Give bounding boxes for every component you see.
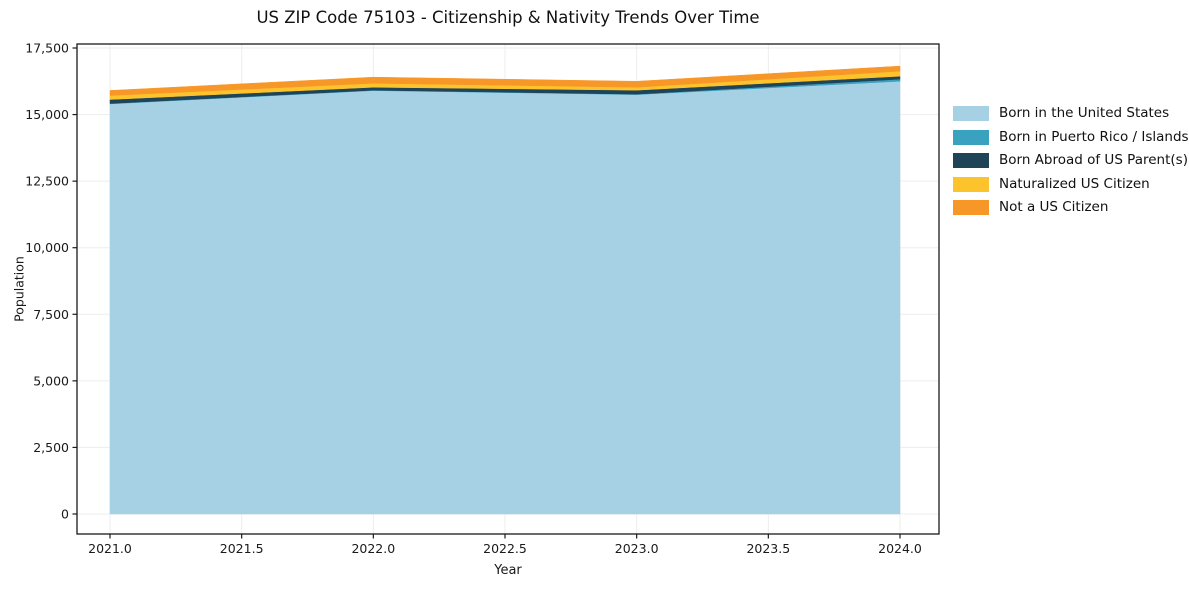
- legend-swatch: [953, 129, 989, 145]
- y-tick-label: 15,000: [25, 107, 69, 122]
- area-series: [109, 81, 901, 515]
- x-tick-label: 2023.5: [746, 541, 790, 556]
- y-tick-label: 10,000: [25, 240, 69, 255]
- x-tick-label: 2022.5: [483, 541, 527, 556]
- legend-label: Born in the United States: [999, 105, 1170, 121]
- x-tick-label: 2021.0: [88, 541, 132, 556]
- legend-item-3: Born Abroad of US Parent(s): [953, 153, 1189, 168]
- legend-swatch: [953, 176, 989, 192]
- legend-swatch: [953, 153, 989, 168]
- legend-label: Born in Puerto Rico / Islands: [999, 128, 1189, 145]
- legend-item-4: Naturalized US Citizen: [953, 175, 1189, 192]
- y-tick-label: 5,000: [33, 373, 69, 388]
- legend-item-2: Born in Puerto Rico / Islands: [953, 128, 1189, 145]
- legend-swatch: [953, 106, 989, 121]
- legend-label: Not a US Citizen: [999, 199, 1109, 215]
- x-tick-label: 2024.0: [878, 541, 922, 556]
- y-tick-label: 17,500: [25, 41, 69, 56]
- x-axis-label: Year: [494, 563, 522, 578]
- y-tick-label: 0: [61, 507, 69, 522]
- legend-item-5: Not a US Citizen: [953, 200, 1189, 215]
- legend-label: Born Abroad of US Parent(s): [999, 152, 1188, 168]
- legend-swatch: [953, 200, 989, 215]
- plot-border: [76, 43, 940, 535]
- area-series: [109, 65, 901, 96]
- legend: Born in the United States Born in Puerto …: [953, 106, 1189, 215]
- legend-item-1: Born in the United States: [953, 106, 1189, 121]
- y-axis-label: Population: [11, 256, 27, 322]
- x-tick-label: 2021.5: [220, 541, 264, 556]
- y-tick-label: 2,500: [33, 440, 69, 455]
- x-tick-label: 2022.0: [351, 541, 395, 556]
- y-tick-label: 7,500: [33, 307, 69, 322]
- legend-label: Naturalized US Citizen: [999, 175, 1150, 192]
- chart-title: US ZIP Code 75103 - Citizenship & Nativi…: [256, 8, 760, 27]
- x-tick-label: 2023.0: [615, 541, 659, 556]
- y-tick-label: 12,500: [25, 174, 69, 189]
